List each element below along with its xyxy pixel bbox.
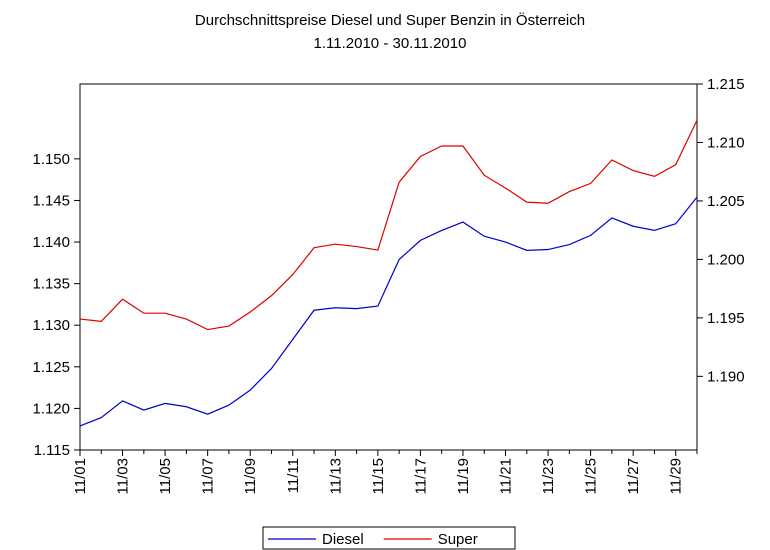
x-tick-label: 11/25 (583, 458, 600, 494)
y2-tick-label: 1.190 (707, 368, 745, 385)
y-tick-label: 1.125 (32, 359, 70, 376)
y-tick-label: 1.120 (32, 400, 70, 417)
x-tick-label: 11/29 (668, 458, 685, 494)
y-tick-label: 1.150 (32, 151, 70, 168)
y2-tick-label: 1.195 (707, 310, 745, 327)
y2-tick-label: 1.205 (707, 193, 745, 210)
x-tick-label: 11/21 (498, 458, 515, 494)
legend-label: Super (438, 531, 478, 548)
x-tick-label: 11/19 (455, 458, 472, 494)
x-tick-label: 11/17 (412, 458, 429, 494)
y-tick-label: 1.140 (32, 234, 70, 251)
y-tick-label: 1.145 (32, 192, 70, 209)
x-tick-label: 11/23 (540, 458, 557, 494)
line-series (79, 196, 698, 427)
legend-box (262, 526, 516, 550)
y-tick-label: 1.130 (32, 317, 70, 334)
y2-tick-label: 1.215 (707, 76, 745, 93)
x-tick-label: 11/05 (157, 458, 174, 494)
y-tick-label: 1.115 (34, 442, 70, 459)
x-tick-label: 11/11 (285, 458, 302, 493)
y2-tick-label: 1.210 (707, 134, 745, 151)
x-tick-label: 11/27 (625, 458, 642, 494)
x-tick-label: 11/01 (72, 458, 89, 494)
legend-label: Diesel (322, 531, 364, 548)
y-tick-label: 1.135 (32, 276, 70, 293)
x-tick-label: 11/03 (115, 458, 132, 494)
plot-frame (79, 83, 698, 451)
chart-subtitle: 1.11.2010 - 30.11.2010 (314, 35, 467, 52)
y2-tick-label: 1.200 (707, 251, 745, 268)
x-tick-label: 11/13 (327, 458, 344, 494)
x-tick-label: 11/07 (200, 458, 217, 494)
chart-title: Durchschnittspreise Diesel und Super Ben… (195, 11, 585, 29)
x-tick-label: 11/09 (242, 458, 259, 494)
x-tick-label: 11/15 (370, 458, 387, 494)
line-series (79, 119, 698, 331)
